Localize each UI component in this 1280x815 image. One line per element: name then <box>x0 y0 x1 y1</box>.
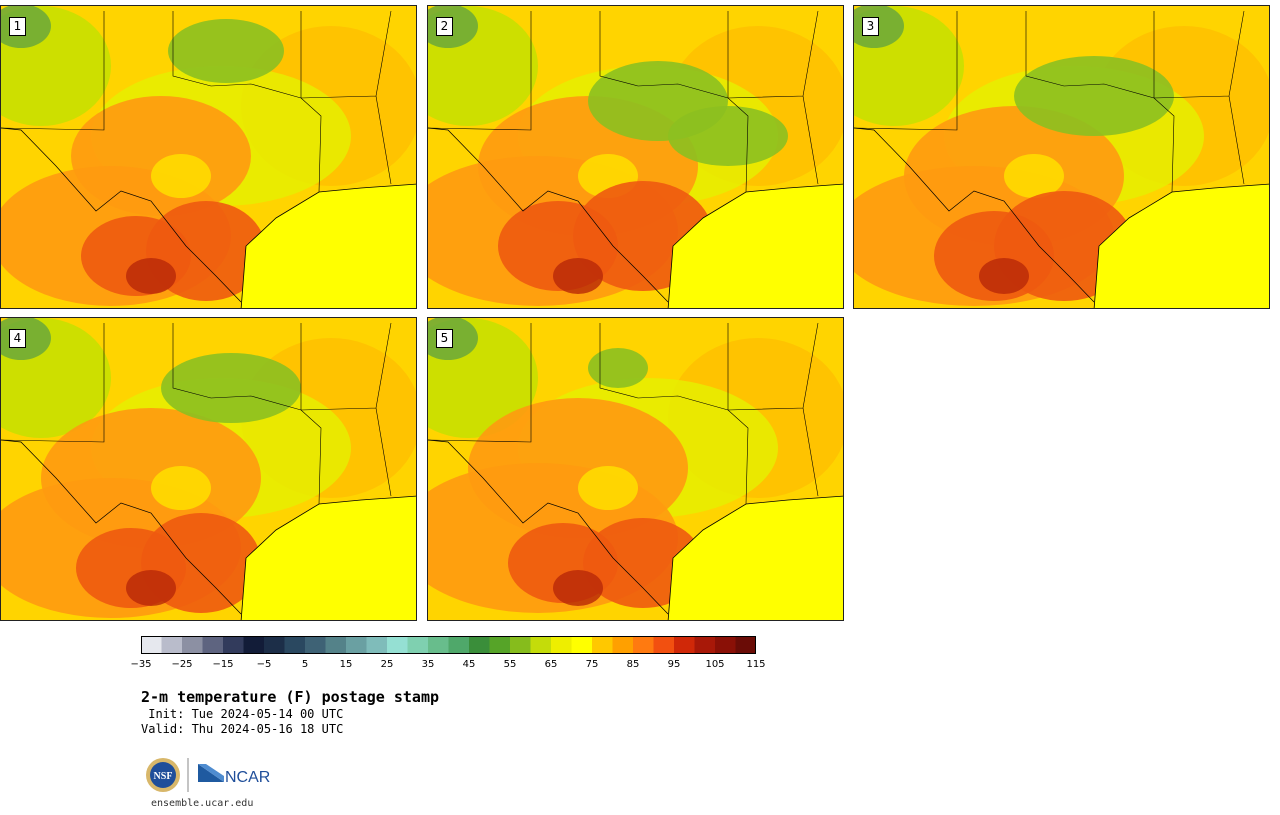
colorbar-bin <box>489 636 511 654</box>
colorbar-bin <box>305 636 326 654</box>
colorbar-bin <box>264 636 285 654</box>
colorbar-bin <box>161 636 183 654</box>
temperature-map-2 <box>428 6 843 308</box>
panel-number-1: 1 <box>9 17 26 36</box>
colorbar-tick-label: −15 <box>212 659 234 670</box>
colorbar-tick-label: 75 <box>585 659 599 670</box>
colorbar-bin <box>530 636 552 654</box>
colorbar-tick-label: 45 <box>462 659 476 670</box>
colorbar-bin <box>551 636 572 654</box>
colorbar-bin <box>633 636 654 654</box>
valid-time: Valid: Thu 2024-05-16 18 UTC <box>141 722 344 736</box>
colorbar-bin <box>428 636 449 654</box>
colorbar-bin <box>448 636 470 654</box>
colorbar-tick-label: 15 <box>339 659 353 670</box>
colorbar-bin <box>694 636 716 654</box>
colorbar-bin <box>592 636 613 654</box>
ensemble-panel-4: 4 <box>0 317 417 621</box>
temperature-map-4 <box>1 318 416 620</box>
nsf-logo: NSF <box>146 758 180 792</box>
colorbar-tick-label: −25 <box>171 659 193 670</box>
ensemble-panel-5: 5 <box>427 317 844 621</box>
logo-area: NSF NCAR <box>144 756 274 794</box>
colorbar-tick-label: 5 <box>301 659 309 670</box>
colorbar-tick-label: −5 <box>256 659 272 670</box>
colorbar-tick-label: 55 <box>503 659 517 670</box>
colorbar-tick-label: 85 <box>626 659 640 670</box>
colorbar-bin <box>571 636 593 654</box>
colorbar-bin <box>674 636 695 654</box>
colorbar-bin <box>325 636 347 654</box>
colorbar-bin <box>735 636 756 654</box>
ensemble-panel-1: 1 <box>0 5 417 309</box>
panel-number-4: 4 <box>9 329 26 348</box>
ensemble-panel-3: 3 <box>853 5 1270 309</box>
temperature-map-5 <box>428 318 843 620</box>
ncar-logo: NCAR <box>198 764 270 786</box>
temperature-map-1 <box>1 6 416 308</box>
ncar-logo-text: NCAR <box>225 769 270 786</box>
colorbar-bin <box>346 636 367 654</box>
colorbar <box>141 636 756 654</box>
init-time: Init: Tue 2024-05-14 00 UTC <box>141 707 344 721</box>
colorbar-bin <box>182 636 203 654</box>
colorbar-bin <box>653 636 675 654</box>
colorbar-bin <box>243 636 265 654</box>
plot-title: 2-m temperature (F) postage stamp <box>141 688 440 706</box>
temperature-map-3 <box>854 6 1269 308</box>
colorbar-tick-label: 115 <box>746 659 766 670</box>
colorbar-bin <box>223 636 244 654</box>
colorbar-bin <box>407 636 429 654</box>
colorbar-tick-label: 65 <box>544 659 558 670</box>
colorbar-tick-label: −35 <box>130 659 152 670</box>
colorbar-tick-label: 95 <box>667 659 681 670</box>
colorbar-bin <box>469 636 490 654</box>
colorbar-bin <box>284 636 306 654</box>
colorbar-bin <box>141 636 162 654</box>
panel-number-5: 5 <box>436 329 453 348</box>
nsf-logo-text: NSF <box>154 771 173 782</box>
colorbar-bin <box>387 636 408 654</box>
colorbar-bin <box>510 636 531 654</box>
colorbar-bin <box>715 636 736 654</box>
colorbar-bin <box>202 636 224 654</box>
panel-number-2: 2 <box>436 17 453 36</box>
colorbar-bin <box>366 636 388 654</box>
colorbar-tick-label: 35 <box>421 659 435 670</box>
ensemble-panel-2: 2 <box>427 5 844 309</box>
site-url: ensemble.ucar.edu <box>151 798 254 809</box>
colorbar-bin <box>612 636 634 654</box>
colorbar-tick-label: 105 <box>705 659 725 670</box>
panel-number-3: 3 <box>862 17 879 36</box>
colorbar-tick-label: 25 <box>380 659 394 670</box>
